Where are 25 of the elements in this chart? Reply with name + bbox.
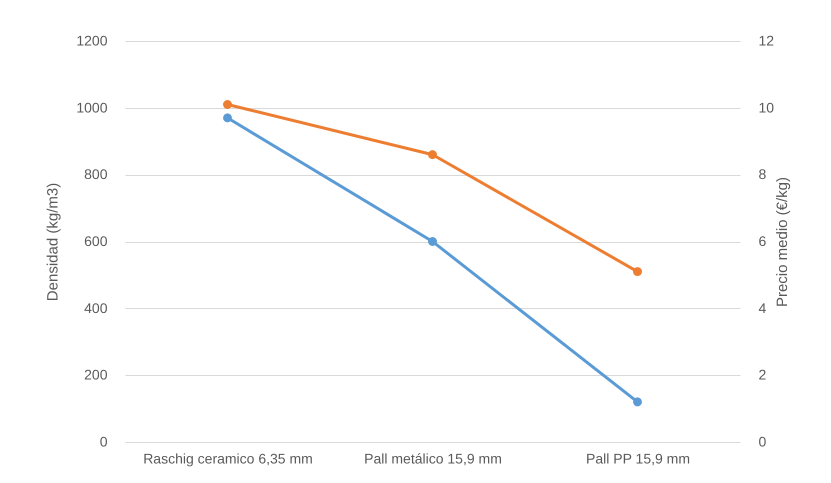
- y2-tick-label: 12: [758, 32, 774, 48]
- y2-tick-label: 2: [758, 366, 766, 383]
- point: [223, 113, 232, 122]
- x-tick-label: Pall metálico 15,9 mm: [364, 450, 502, 466]
- y2-tick-label: 0: [758, 434, 766, 450]
- y2-axis-title: Precio medio (€/kg): [774, 176, 792, 308]
- y2-tick-label: 4: [758, 300, 766, 316]
- y2-tick-label: 6: [758, 233, 766, 249]
- y2-tick-label: 10: [758, 99, 774, 116]
- x-tick-label: Raschig ceramico 6,35 mm: [143, 450, 313, 466]
- y-axis-title: Densidad (kg/m3): [44, 182, 62, 302]
- point: [428, 237, 437, 246]
- y-tick-label: 600: [84, 233, 108, 249]
- y-tick-label: 800: [84, 166, 108, 182]
- y-tick-label: 1000: [76, 99, 108, 116]
- point: [223, 100, 232, 109]
- y-tick-label: 200: [84, 366, 108, 383]
- y-tick-label: 1200: [76, 32, 108, 48]
- x-tick-label: Pall PP 15,9 mm: [586, 450, 690, 466]
- y-tick-label: 0: [100, 434, 108, 450]
- point: [633, 397, 642, 406]
- point: [428, 150, 437, 160]
- y2-tick-label: 8: [758, 166, 766, 182]
- y-tick-label: 400: [84, 300, 108, 316]
- point: [633, 267, 642, 276]
